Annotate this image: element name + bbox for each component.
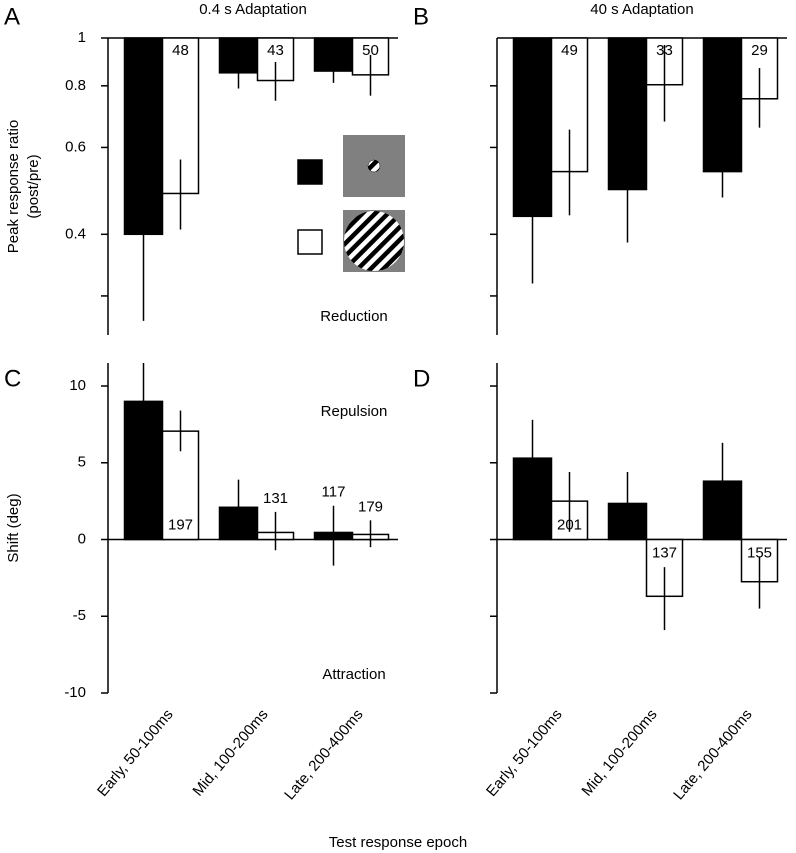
count-label: 23: [325, 42, 342, 59]
y-tick-label: 1: [78, 29, 86, 46]
y-tick-label: 10: [69, 377, 86, 394]
y-tick-label: 0.4: [65, 225, 86, 242]
chart-title: 40 s Adaptation: [590, 1, 693, 18]
x-tick-label: Late, 200-400ms: [670, 706, 755, 803]
x-tick-label: Mid, 100-200ms: [189, 706, 271, 799]
count-label: 118: [711, 516, 735, 533]
y-tick-label: 5: [78, 454, 86, 471]
count-label: 49: [561, 42, 578, 59]
annotation: Attraction: [322, 666, 385, 683]
count-label: 30: [714, 42, 731, 59]
count-label: 96: [135, 516, 152, 533]
y-axis-label: Shift (deg): [5, 493, 22, 562]
count-label: 201: [557, 516, 582, 533]
count-label: 114: [227, 516, 251, 533]
y-tick-label: 0.8: [65, 77, 86, 94]
count-label: 131: [263, 490, 288, 507]
stimulus-icons: [343, 135, 405, 272]
count-label: 20: [135, 42, 152, 59]
count-label: 29: [751, 42, 768, 59]
legend-swatch: [297, 159, 323, 185]
count-label: 117: [322, 484, 346, 501]
count-label: 50: [362, 42, 379, 59]
chart-title: 0.4 s Adaptation: [199, 1, 307, 18]
x-tick-label: Late, 200-400ms: [281, 706, 366, 803]
count-label: 33: [656, 42, 673, 59]
legend-swatch: [297, 229, 323, 255]
y-tick-label: -10: [64, 684, 86, 701]
annotation: Repulsion: [321, 403, 388, 420]
x-tick-label: Early, 50-100ms: [94, 706, 177, 800]
large-grating: [344, 211, 404, 271]
count-label: 20: [524, 42, 541, 59]
count-label: 155: [747, 544, 772, 561]
x-axis-label: Test response epoch: [329, 834, 467, 851]
small-grating: [367, 159, 381, 173]
panel-letter: C: [4, 365, 21, 392]
y-tick-label: 0: [78, 530, 86, 547]
panel-letter: D: [413, 365, 430, 392]
y-axis-label: (post/pre): [25, 154, 42, 218]
count-label: 48: [172, 42, 189, 59]
count-label: 30: [230, 42, 247, 59]
annotation: Reduction: [320, 308, 388, 325]
count-label: 43: [267, 42, 284, 59]
count-label: 197: [168, 516, 193, 533]
count-label: 137: [652, 544, 677, 561]
y-tick-label: -5: [73, 607, 86, 624]
x-tick-label: Early, 50-100ms: [483, 706, 566, 800]
x-tick-label: Mid, 100-200ms: [578, 706, 660, 799]
count-label: 31: [619, 42, 636, 59]
count-label: 179: [358, 498, 383, 515]
count-label: 110: [616, 516, 640, 533]
y-axis-label: Peak response ratio: [5, 120, 22, 253]
count-label: 95: [524, 516, 541, 533]
panel-letter: A: [4, 3, 20, 30]
panel-letter: B: [413, 3, 429, 30]
y-tick-label: 0.6: [65, 138, 86, 155]
